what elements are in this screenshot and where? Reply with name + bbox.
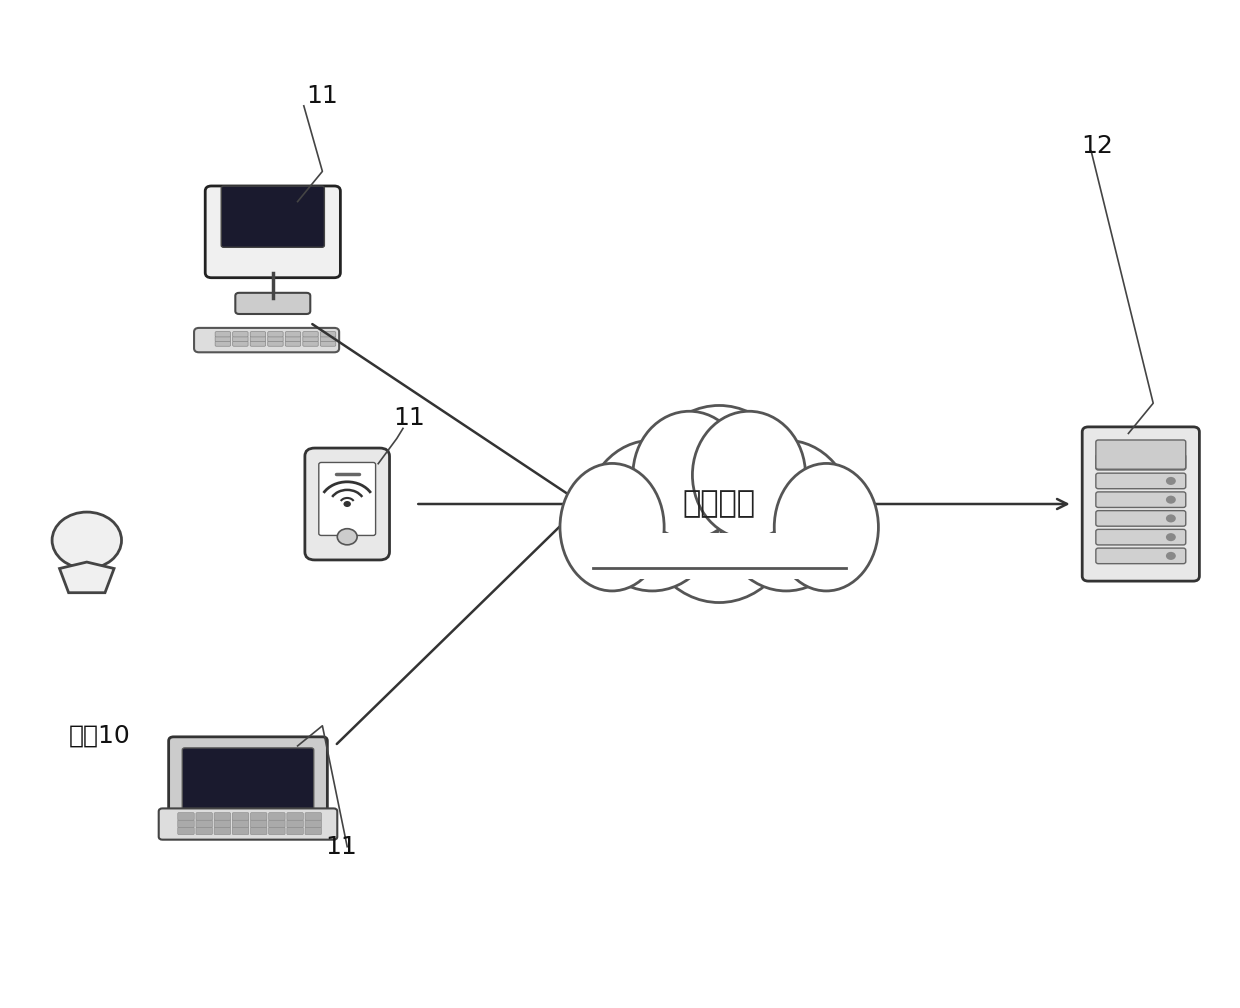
Ellipse shape [560,464,665,591]
FancyBboxPatch shape [1096,473,1185,489]
Circle shape [337,528,357,544]
FancyBboxPatch shape [305,812,321,821]
FancyBboxPatch shape [196,812,212,821]
FancyBboxPatch shape [286,812,304,821]
FancyBboxPatch shape [305,820,321,828]
FancyBboxPatch shape [320,341,336,346]
FancyBboxPatch shape [250,332,265,337]
FancyBboxPatch shape [269,827,285,835]
Circle shape [1166,477,1176,485]
FancyBboxPatch shape [250,827,267,835]
FancyBboxPatch shape [286,827,304,835]
FancyBboxPatch shape [193,328,339,352]
Text: 11: 11 [325,835,357,859]
FancyBboxPatch shape [177,812,195,821]
FancyBboxPatch shape [303,337,319,342]
FancyBboxPatch shape [233,341,248,346]
FancyBboxPatch shape [250,812,267,821]
FancyBboxPatch shape [1096,439,1185,470]
FancyBboxPatch shape [593,527,846,568]
FancyBboxPatch shape [196,820,212,828]
FancyBboxPatch shape [305,449,389,560]
Circle shape [1166,514,1176,522]
FancyBboxPatch shape [236,292,310,314]
Ellipse shape [585,440,719,591]
FancyBboxPatch shape [250,341,265,346]
Text: 11: 11 [306,84,339,108]
FancyBboxPatch shape [159,808,337,840]
FancyBboxPatch shape [215,812,231,821]
FancyBboxPatch shape [221,186,325,247]
FancyBboxPatch shape [232,820,249,828]
FancyBboxPatch shape [232,812,249,821]
FancyBboxPatch shape [215,827,231,835]
FancyBboxPatch shape [305,827,321,835]
FancyBboxPatch shape [182,748,314,810]
FancyBboxPatch shape [232,827,249,835]
FancyBboxPatch shape [303,341,319,346]
Circle shape [1166,496,1176,504]
FancyBboxPatch shape [593,533,846,580]
Circle shape [1166,533,1176,541]
FancyBboxPatch shape [268,337,283,342]
FancyBboxPatch shape [233,332,248,337]
FancyBboxPatch shape [269,812,285,821]
FancyBboxPatch shape [268,341,283,346]
Ellipse shape [774,464,878,591]
Circle shape [1166,459,1176,467]
FancyBboxPatch shape [320,337,336,342]
Circle shape [343,501,351,507]
FancyBboxPatch shape [285,337,300,342]
FancyBboxPatch shape [285,332,300,337]
FancyBboxPatch shape [1096,529,1185,545]
Circle shape [52,512,122,569]
Text: 通信网络: 通信网络 [683,490,755,518]
FancyBboxPatch shape [216,337,231,342]
Ellipse shape [637,405,801,603]
FancyBboxPatch shape [205,185,340,277]
Circle shape [1166,551,1176,559]
FancyBboxPatch shape [269,820,285,828]
FancyBboxPatch shape [250,820,267,828]
FancyBboxPatch shape [1096,492,1185,507]
FancyBboxPatch shape [1096,455,1185,470]
Ellipse shape [632,411,746,539]
FancyBboxPatch shape [216,341,231,346]
FancyBboxPatch shape [1096,548,1185,563]
FancyBboxPatch shape [1083,427,1199,581]
FancyBboxPatch shape [169,737,327,821]
FancyBboxPatch shape [285,341,300,346]
Text: 12: 12 [1081,134,1114,158]
FancyBboxPatch shape [233,337,248,342]
Text: 11: 11 [393,406,425,430]
FancyBboxPatch shape [303,332,319,337]
FancyBboxPatch shape [286,820,304,828]
FancyBboxPatch shape [1096,511,1185,526]
FancyBboxPatch shape [320,332,336,337]
FancyBboxPatch shape [215,820,231,828]
FancyBboxPatch shape [177,827,195,835]
Text: 用户10: 用户10 [68,724,130,748]
FancyBboxPatch shape [268,332,283,337]
Polygon shape [60,562,114,593]
Ellipse shape [719,440,853,591]
FancyBboxPatch shape [319,463,376,535]
Ellipse shape [692,411,806,539]
FancyBboxPatch shape [250,337,265,342]
FancyBboxPatch shape [177,820,195,828]
FancyBboxPatch shape [216,332,231,337]
FancyBboxPatch shape [196,827,212,835]
